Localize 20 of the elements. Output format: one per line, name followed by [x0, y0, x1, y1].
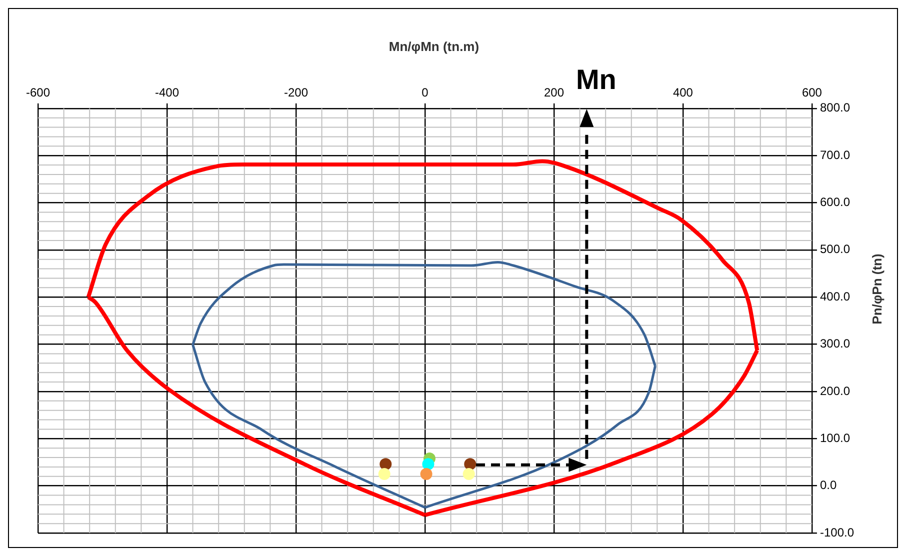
x-tick-label: -600: [26, 86, 50, 100]
text: Mn: [576, 64, 616, 96]
y-axis-title: Pn/φPn (tn): [870, 254, 884, 324]
y-tick-label: 600.0: [820, 195, 850, 210]
y-tick-label: 800.0: [820, 100, 850, 115]
y-tick-label: 400.0: [820, 289, 850, 304]
x-tick-label: 400: [672, 86, 694, 100]
x-tick-label: 200: [544, 86, 564, 100]
x-tick-label: -200: [284, 86, 308, 100]
y-tick-label: -100.0: [820, 525, 854, 540]
x-tick-label: 600: [802, 86, 822, 100]
x-tick-label: 0: [422, 86, 429, 100]
x-tick-label: -400: [154, 86, 180, 100]
y-tick-label: 300.0: [820, 336, 850, 351]
y-tick-label: 500.0: [820, 242, 850, 256]
y-tick-label: 100.0: [820, 430, 850, 445]
y-tick-label: 0.0: [820, 478, 837, 492]
y-tick-label: 700.0: [820, 148, 850, 162]
y-tick-label: 200.0: [820, 384, 850, 398]
x-axis-title: Mn/φMn (tn.m): [388, 39, 480, 54]
